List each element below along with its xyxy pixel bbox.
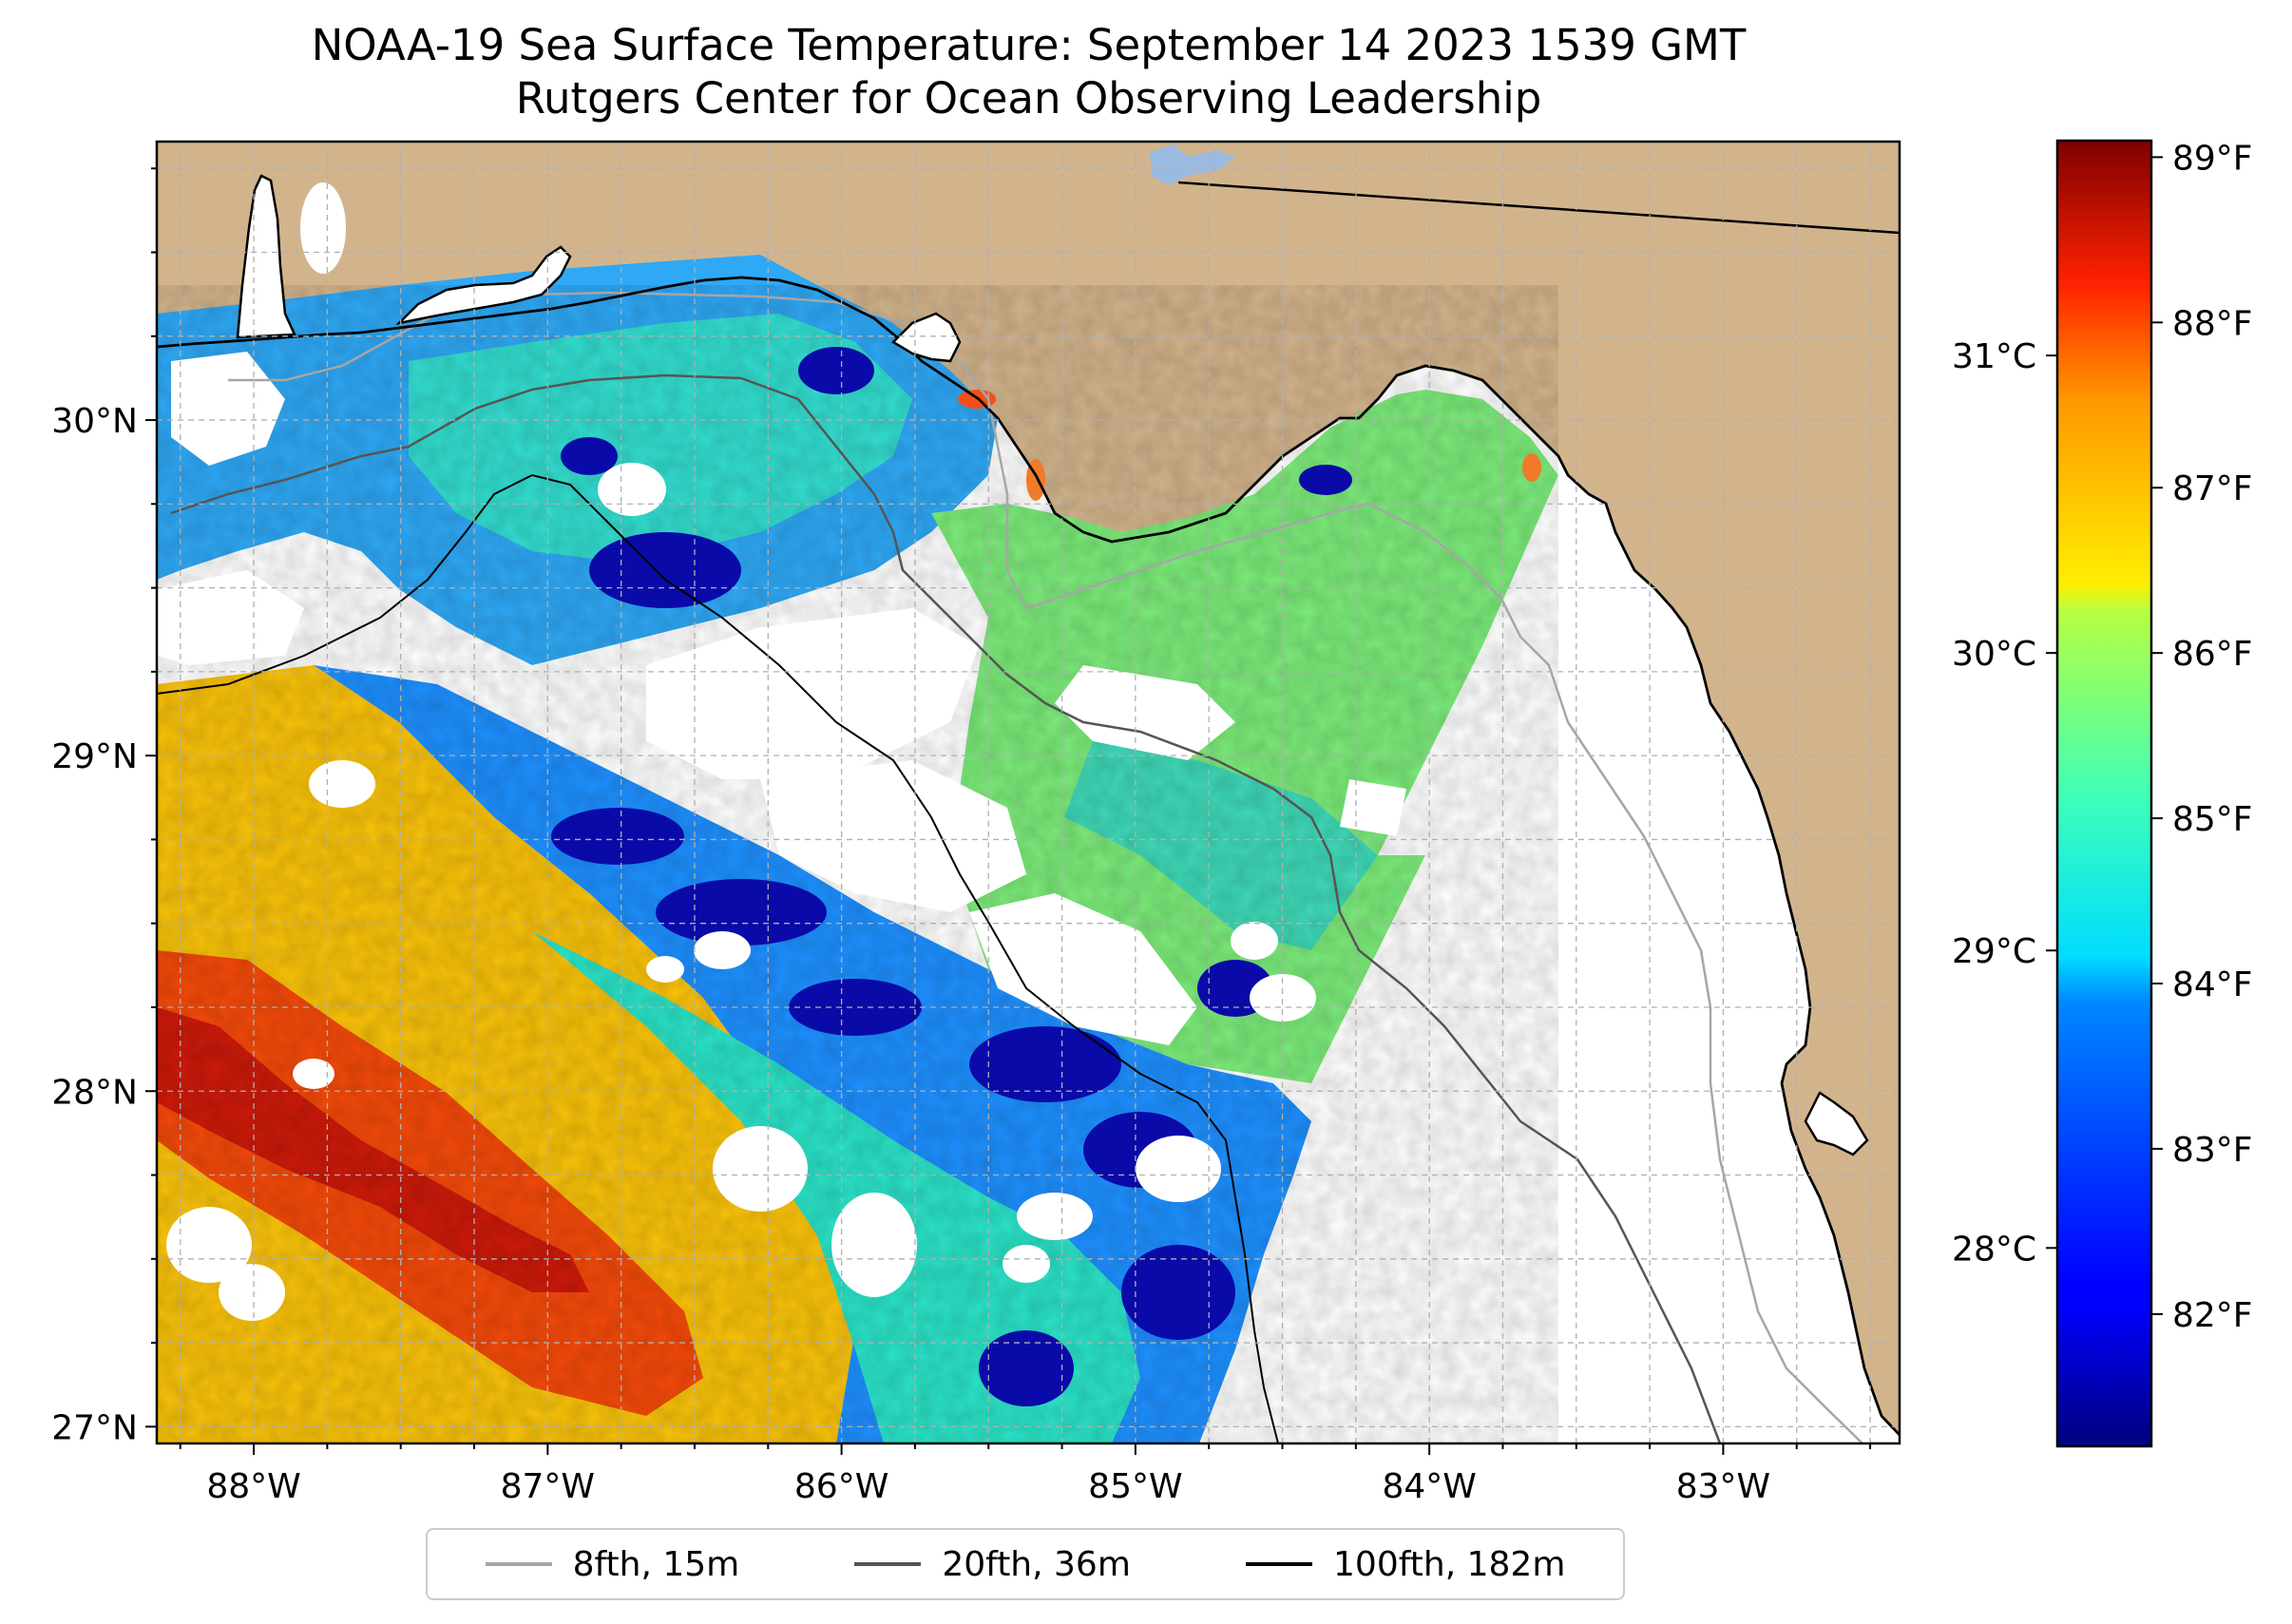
fahrenheit-tick-label: 88°F [2172,304,2253,343]
bay-pensacola [395,245,572,326]
bay-tampa [1804,1091,1869,1156]
colorbar-celsius-ticks: 31°C 30°C 29°C 28°C [1952,337,2057,1269]
lat-tick-label: 29°N [51,737,138,776]
isobath-legend: 8fth, 15m 20fth, 36m 100fth, 182m [426,1528,1625,1600]
celsius-tick-label: 30°C [1952,635,2036,674]
map-title: NOAA-19 Sea Surface Temperature: Septemb… [311,20,1747,70]
colorbar-fahrenheit-ticks: 89°F 88°F 87°F 86°F 85°F 84°F 83°F 82°F [2151,139,2253,1335]
isobath-20fth [170,373,1722,1443]
legend-item-100fth: 100fth, 182m [1246,1545,1565,1584]
map-gridlines [157,142,1900,1443]
fahrenheit-tick-label: 86°F [2172,635,2253,674]
celsius-tick-label: 29°C [1952,932,2036,971]
colorbar [2055,139,2153,1448]
map-frame [155,140,1901,1445]
celsius-tick-label: 28°C [1952,1230,2036,1269]
map-subtitle: Rutgers Center for Ocean Observing Leade… [515,73,1542,124]
bay-apalachicola [890,312,962,363]
legend-line-8fth [485,1562,552,1566]
legend-label: 20fth, 36m [942,1544,1131,1584]
bay-mobile [236,174,296,339]
fahrenheit-tick-label: 82°F [2172,1296,2253,1335]
lake [1150,144,1235,185]
sst-warm-spot [1522,453,1541,482]
lon-tick-label: 87°W [501,1467,595,1506]
legend-item-20fth: 20fth, 36m [854,1545,1131,1584]
lon-tick-label: 84°W [1382,1467,1476,1506]
state-border [1177,181,1900,235]
lat-tick-label: 28°N [51,1073,138,1112]
longitude-tick-labels: 88°W 87°W 86°W 85°W 84°W 83°W [206,1467,1770,1506]
map-axis-ticks [145,167,1872,1455]
fahrenheit-tick-label: 89°F [2172,139,2253,178]
fahrenheit-tick-label: 84°F [2172,965,2253,1004]
celsius-tick-label: 31°C [1952,337,2036,376]
lat-tick-label: 30°N [51,402,138,441]
lon-tick-label: 86°W [794,1467,888,1506]
coastline [157,276,1900,1436]
legend-label: 8fth, 15m [572,1544,740,1584]
lon-tick-label: 85°W [1088,1467,1182,1506]
lat-tick-label: 27°N [51,1408,138,1447]
latitude-tick-labels: 27°N 28°N 29°N 30°N [51,402,138,1447]
fahrenheit-tick-label: 83°F [2172,1131,2253,1170]
legend-item-8fth: 8fth, 15m [485,1544,740,1584]
lon-tick-label: 83°W [1676,1467,1770,1506]
legend-label: 100fth, 182m [1333,1544,1566,1584]
lon-tick-label: 88°W [206,1467,300,1506]
fahrenheit-tick-label: 87°F [2172,469,2253,508]
map-panel [157,142,1900,1443]
legend-line-20fth [854,1562,922,1566]
isobath-100fth [157,473,1279,1443]
isobath-8fth [228,291,1863,1443]
sst-swaths [157,255,1558,1443]
fahrenheit-tick-label: 85°F [2172,800,2253,839]
legend-line-100fth [1246,1562,1313,1566]
